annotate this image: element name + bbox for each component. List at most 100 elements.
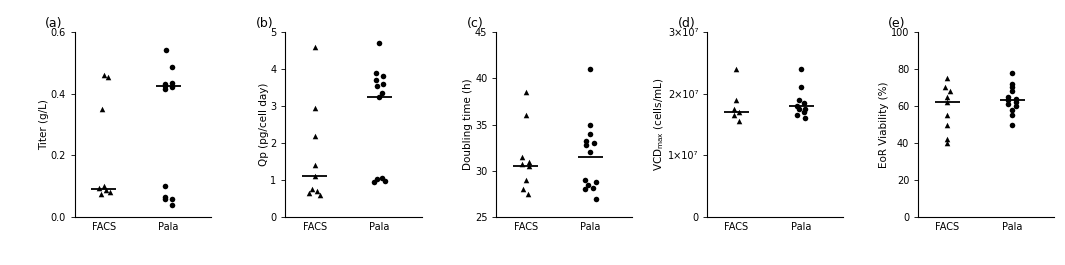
Point xyxy=(517,90,534,94)
Point xyxy=(789,113,806,117)
Point xyxy=(576,178,593,182)
Point xyxy=(309,189,326,193)
Point xyxy=(513,155,530,159)
Point xyxy=(517,113,534,117)
Point xyxy=(936,85,953,90)
Point xyxy=(157,195,174,199)
Point xyxy=(725,107,742,111)
Point xyxy=(585,186,602,190)
Point xyxy=(576,187,593,192)
Point xyxy=(789,104,806,108)
Point xyxy=(1003,108,1020,112)
Point xyxy=(376,179,393,183)
Point xyxy=(579,183,596,187)
Point xyxy=(91,186,108,190)
Point xyxy=(96,184,113,188)
Point xyxy=(157,87,174,91)
Point xyxy=(581,122,599,127)
Point xyxy=(725,113,742,117)
Point xyxy=(374,91,391,95)
Text: (a): (a) xyxy=(45,17,62,30)
Point xyxy=(95,73,112,77)
Point xyxy=(306,163,323,167)
Point xyxy=(1003,70,1020,75)
Point xyxy=(521,160,538,164)
Text: (b): (b) xyxy=(256,17,273,30)
Point xyxy=(164,203,181,207)
Point xyxy=(939,137,956,142)
Point xyxy=(1003,113,1020,117)
Point xyxy=(796,110,813,114)
Point xyxy=(1003,89,1020,93)
Y-axis label: Titer (g/L): Titer (g/L) xyxy=(38,99,49,150)
Point xyxy=(1000,98,1017,103)
Point xyxy=(374,176,391,180)
Y-axis label: EoR Viability (%): EoR Viability (%) xyxy=(880,81,889,168)
Point xyxy=(367,70,384,75)
Point xyxy=(158,48,175,52)
Point xyxy=(513,161,530,166)
Point xyxy=(1000,95,1017,99)
Point xyxy=(581,132,599,136)
Point xyxy=(164,85,181,90)
Point xyxy=(939,113,956,117)
Point xyxy=(1007,104,1025,108)
Point xyxy=(578,139,595,143)
Point xyxy=(306,45,323,49)
Point xyxy=(93,192,110,196)
Point xyxy=(517,178,534,182)
Point xyxy=(157,82,174,86)
Point xyxy=(101,190,118,194)
Point xyxy=(164,65,181,69)
Point xyxy=(94,107,111,111)
Point xyxy=(586,141,603,145)
Point xyxy=(796,101,813,105)
Point xyxy=(375,82,392,86)
Point xyxy=(578,143,595,147)
Point xyxy=(520,192,537,196)
Point xyxy=(1003,82,1020,86)
Point xyxy=(304,187,321,192)
Point xyxy=(939,76,956,80)
Point xyxy=(306,134,323,138)
Point xyxy=(514,187,531,192)
Point xyxy=(98,188,115,192)
Point xyxy=(164,81,181,85)
Y-axis label: Qp (pg/cell day): Qp (pg/cell day) xyxy=(259,83,268,166)
Point xyxy=(371,95,388,99)
Point xyxy=(365,180,382,184)
Point xyxy=(581,67,599,71)
Point xyxy=(157,197,174,201)
Point xyxy=(1000,102,1017,106)
Point xyxy=(797,107,814,111)
Point xyxy=(731,119,748,123)
Point xyxy=(1007,100,1025,104)
Point xyxy=(99,74,116,79)
Point xyxy=(792,67,809,71)
Point xyxy=(371,41,388,45)
Point xyxy=(368,177,386,182)
Point xyxy=(368,83,386,88)
Point xyxy=(939,141,956,145)
Point xyxy=(367,78,384,82)
Point xyxy=(521,164,538,169)
Point xyxy=(790,98,807,102)
Point xyxy=(587,180,604,184)
Point xyxy=(728,67,745,71)
Point xyxy=(797,116,814,121)
Point xyxy=(939,122,956,127)
Point xyxy=(375,74,392,78)
Point xyxy=(1003,85,1020,90)
Text: (c): (c) xyxy=(466,17,484,30)
Y-axis label: Doubling time (h): Doubling time (h) xyxy=(463,79,474,170)
Point xyxy=(311,193,328,197)
Point xyxy=(792,85,809,90)
Point xyxy=(939,95,956,99)
Text: (d): (d) xyxy=(677,17,695,30)
Text: (e): (e) xyxy=(888,17,906,30)
Point xyxy=(939,100,956,104)
Point xyxy=(941,89,958,93)
Y-axis label: VCD$_{\mathrm{max}}$ (cells/mL): VCD$_{\mathrm{max}}$ (cells/mL) xyxy=(653,78,667,171)
Point xyxy=(728,98,745,102)
Point xyxy=(164,197,181,201)
